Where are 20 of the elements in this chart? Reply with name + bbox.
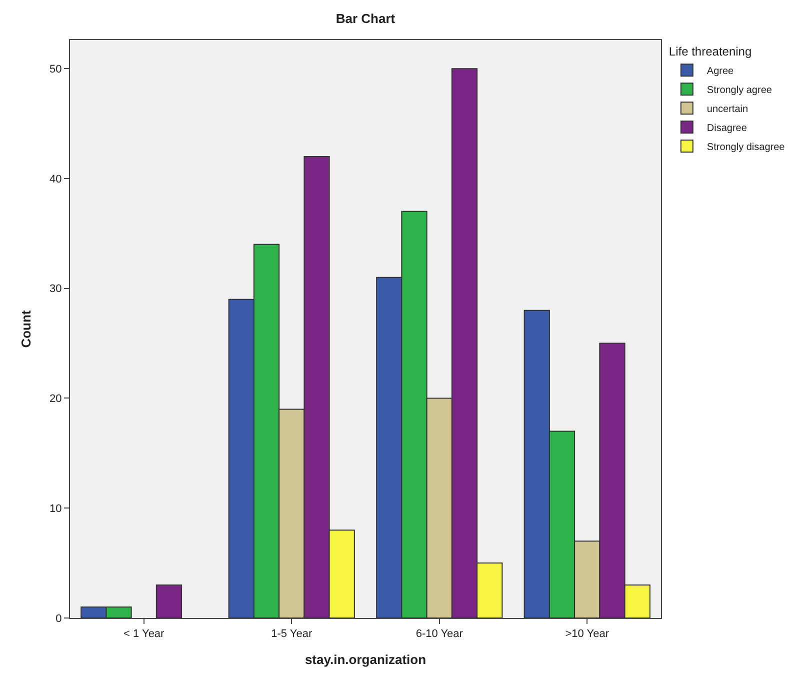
- x-tick-label: >10 Year: [565, 628, 610, 640]
- x-tick-label: 6-10 Year: [416, 628, 464, 640]
- chart-title: Bar Chart: [336, 10, 396, 26]
- legend-label: Disagree: [706, 123, 748, 134]
- legend-label: Agree: [706, 66, 734, 77]
- y-tick-label: 10: [50, 502, 62, 515]
- y-tick-label: 0: [56, 612, 62, 625]
- y-tick-label: 40: [50, 173, 62, 186]
- bar: [156, 584, 182, 618]
- x-axis-title: stay.in.organization: [304, 652, 426, 667]
- y-tick-label: 20: [50, 393, 62, 406]
- x-tick-label: < 1 Year: [124, 628, 165, 640]
- legend-title: Life threatening: [668, 44, 752, 59]
- legend-label: Strongly disagree: [706, 142, 786, 153]
- y-tick-label: 30: [50, 283, 62, 296]
- y-axis-title: Count: [18, 310, 34, 348]
- legend-label: uncertain: [706, 104, 748, 115]
- x-tick-label: 1-5 Year: [271, 628, 312, 640]
- legend-label: Strongly agree: [706, 85, 772, 96]
- y-tick-label: 50: [50, 63, 62, 76]
